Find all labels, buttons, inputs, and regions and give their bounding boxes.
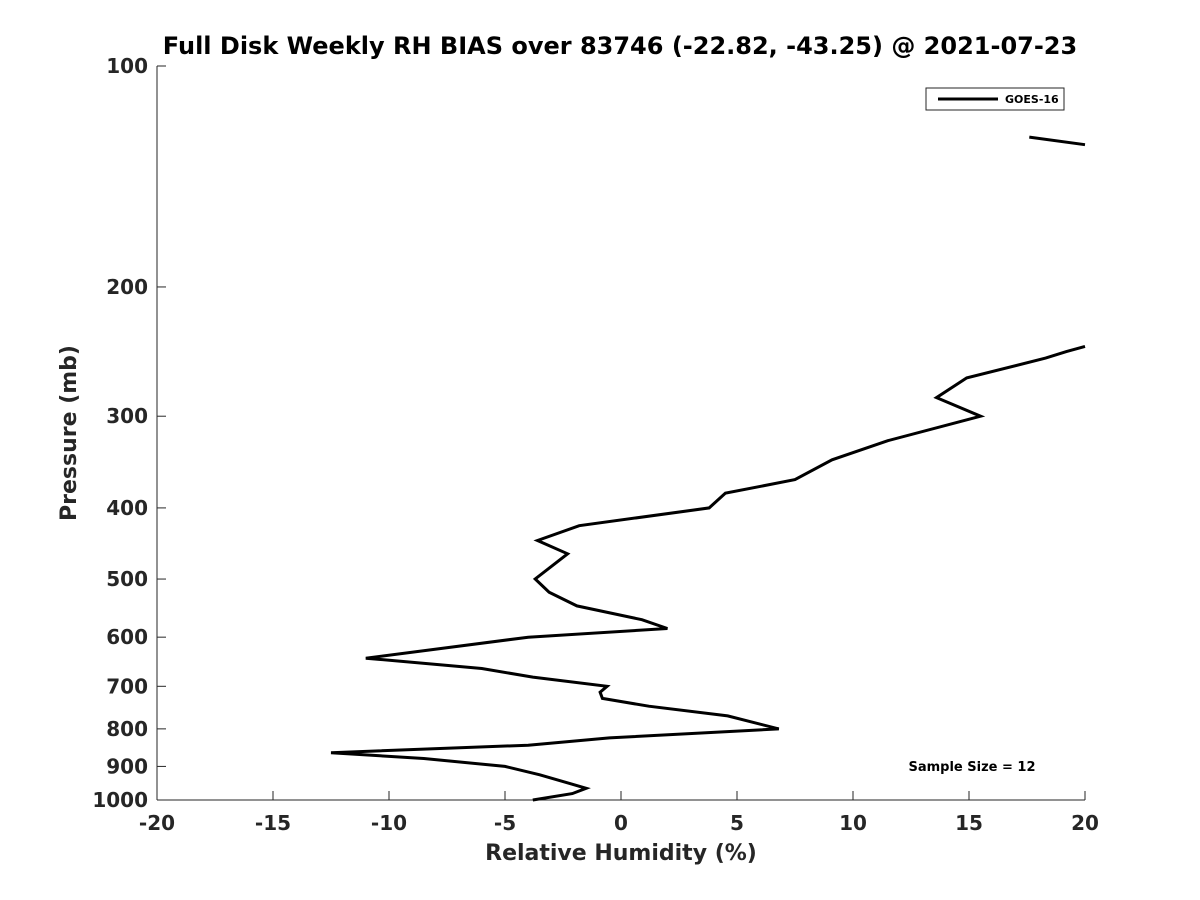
y-tick-label: 1000 bbox=[92, 788, 148, 812]
y-tick-label: 700 bbox=[106, 674, 148, 698]
y-tick-label: 900 bbox=[106, 754, 148, 778]
x-tick-label: -5 bbox=[494, 811, 516, 835]
x-axis-label: Relative Humidity (%) bbox=[485, 841, 757, 866]
x-tick-label: 10 bbox=[839, 811, 867, 835]
y-tick-label: 400 bbox=[106, 496, 148, 520]
y-tick-label: 500 bbox=[106, 567, 148, 591]
x-tick-label: 15 bbox=[955, 811, 983, 835]
y-axis-label: Pressure (mb) bbox=[57, 345, 82, 521]
legend: GOES-16 bbox=[925, 87, 1065, 111]
x-tick-label: -10 bbox=[371, 811, 407, 835]
x-tick-label: 20 bbox=[1071, 811, 1099, 835]
sample-size-annotation: Sample Size = 12 bbox=[908, 760, 1035, 775]
series-line-goes-16-segment-1 bbox=[1029, 135, 1086, 147]
y-tick-label: 800 bbox=[106, 717, 148, 741]
series-line-goes-16-segment-2 bbox=[330, 344, 1086, 802]
y-tick-label: 600 bbox=[106, 625, 148, 649]
y-tick-label: 100 bbox=[106, 54, 148, 78]
legend-label-goes-16: GOES-16 bbox=[1005, 93, 1059, 106]
y-tick-label: 200 bbox=[106, 275, 148, 299]
chart-title: Full Disk Weekly RH BIAS over 83746 (-22… bbox=[163, 32, 1077, 60]
x-tick-label: 5 bbox=[730, 811, 744, 835]
x-tick-label: 0 bbox=[614, 811, 628, 835]
x-axis-ticks: -20 -15 -10 -5 0 5 10 15 20 bbox=[139, 791, 1099, 835]
x-tick-label: -15 bbox=[255, 811, 291, 835]
y-axis-ticks: 100 200 300 400 500 600 700 800 900 1000 bbox=[92, 54, 166, 812]
series-goes-16 bbox=[330, 135, 1086, 802]
x-tick-label: -20 bbox=[139, 811, 175, 835]
y-tick-label: 300 bbox=[106, 404, 148, 428]
